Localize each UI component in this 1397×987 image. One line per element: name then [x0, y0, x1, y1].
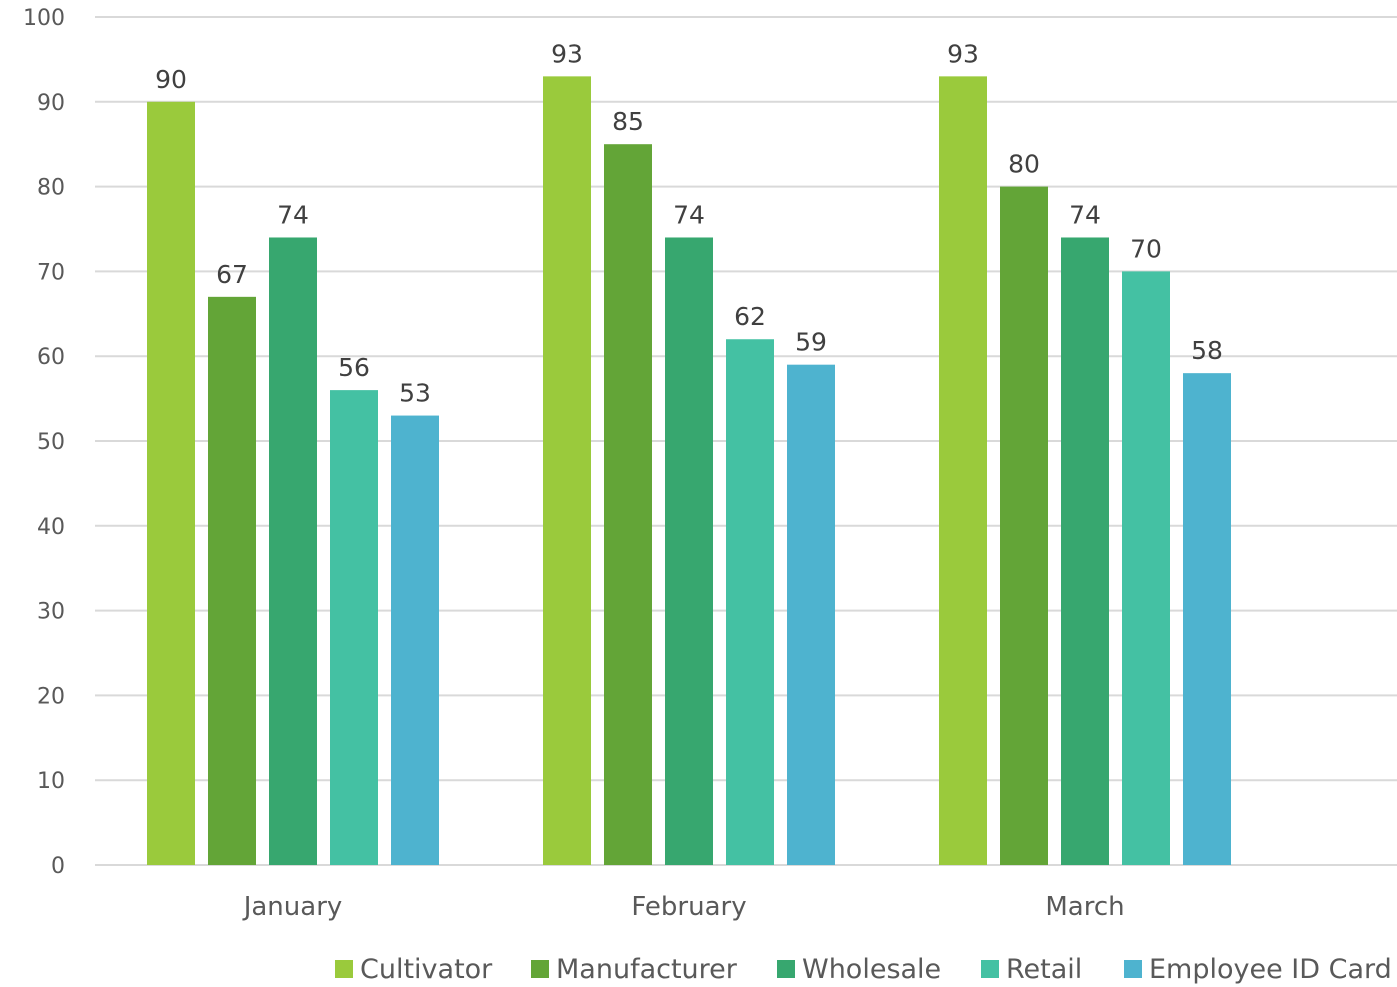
bar — [269, 237, 317, 866]
bar — [787, 364, 835, 865]
data-label: 59 — [795, 328, 827, 357]
data-label: 62 — [734, 302, 766, 331]
x-axis: January February March — [242, 892, 1125, 922]
data-label: 85 — [612, 107, 644, 136]
legend-swatch — [1124, 960, 1142, 978]
y-tick-label: 90 — [37, 91, 65, 116]
legend-label: Wholesale — [802, 954, 941, 985]
bar — [604, 144, 652, 865]
data-label: 67 — [216, 260, 248, 289]
x-category-label: February — [631, 892, 746, 922]
legend-swatch — [777, 960, 795, 978]
bar — [1061, 237, 1109, 866]
bar — [147, 101, 195, 866]
y-tick-label: 40 — [37, 515, 65, 540]
data-label: 56 — [338, 353, 370, 382]
bar — [543, 76, 591, 866]
data-label: 53 — [399, 379, 431, 408]
bar — [939, 76, 987, 866]
y-tick-label: 70 — [37, 260, 65, 285]
x-category-label: March — [1045, 892, 1124, 922]
bar — [665, 237, 713, 866]
legend-swatch — [531, 960, 549, 978]
y-tick-label: 60 — [37, 345, 65, 370]
legend: Cultivator Manufacturer Wholesale Retail Emp… — [335, 954, 1392, 985]
bar — [391, 415, 439, 865]
data-label: 93 — [947, 39, 979, 68]
data-label: 80 — [1008, 150, 1040, 179]
legend-label: Retail — [1006, 954, 1082, 985]
bar — [726, 339, 774, 865]
y-tick-label: 30 — [37, 600, 65, 625]
data-label: 90 — [155, 65, 187, 94]
y-axis: 0 10 20 30 40 50 60 70 80 90 100 — [23, 6, 65, 879]
data-label: 74 — [1069, 200, 1101, 229]
data-labels: 90 67 74 56 53 93 85 74 62 59 93 80 74 70 58 — [155, 39, 1223, 407]
bar — [208, 296, 256, 866]
y-tick-label: 50 — [37, 430, 65, 455]
bar — [330, 390, 378, 865]
y-tick-label: 10 — [37, 769, 65, 794]
y-tick-label: 100 — [23, 6, 65, 31]
data-label: 74 — [277, 200, 309, 229]
legend-label: Employee ID Card — [1149, 954, 1392, 985]
y-tick-label: 0 — [51, 854, 65, 879]
bar — [1122, 271, 1170, 865]
x-category-label: January — [242, 892, 343, 922]
legend-label: Manufacturer — [556, 954, 738, 985]
data-label: 70 — [1130, 234, 1162, 263]
data-label: 58 — [1191, 336, 1223, 365]
legend-swatch — [981, 960, 999, 978]
legend-label: Cultivator — [360, 954, 493, 985]
data-label: 93 — [551, 39, 583, 68]
legend-swatch — [335, 960, 353, 978]
y-tick-label: 80 — [37, 176, 65, 201]
bars — [147, 76, 1231, 866]
data-label: 74 — [673, 200, 705, 229]
bar — [1183, 373, 1231, 865]
bar — [1000, 186, 1048, 866]
y-tick-label: 20 — [37, 684, 65, 709]
